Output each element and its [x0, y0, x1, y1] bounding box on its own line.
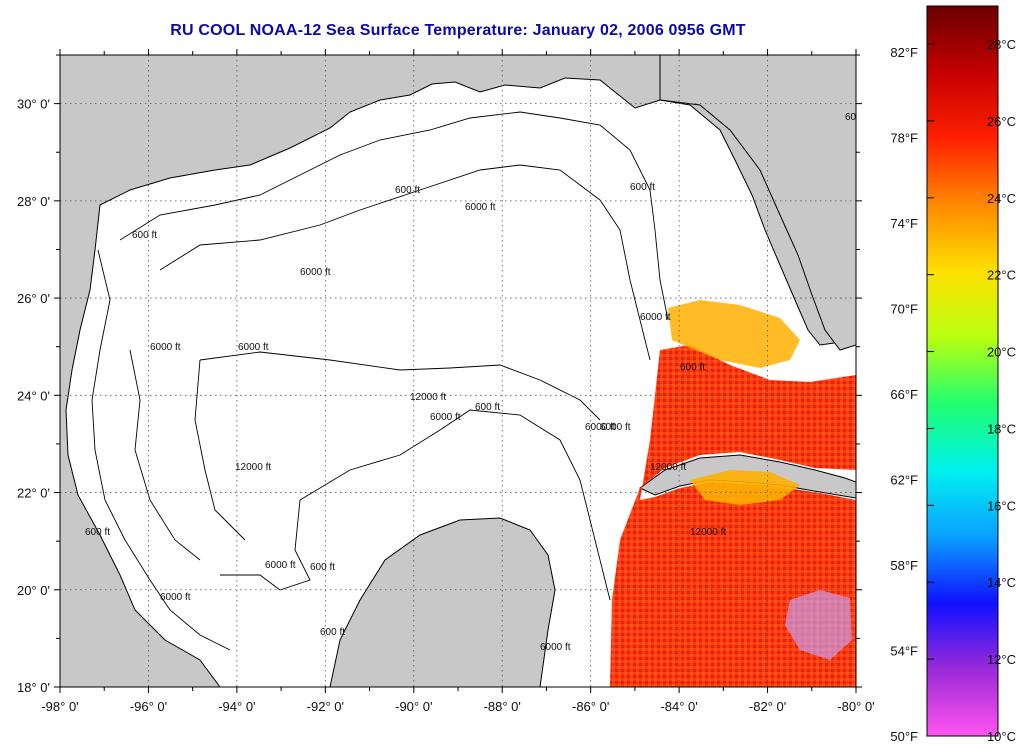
- colorbar-c-label: 22°C: [987, 268, 1016, 283]
- lon-label: -80° 0': [837, 699, 874, 714]
- contour-label: 6000 ft: [430, 412, 461, 423]
- contour-label: 600 ft: [680, 362, 705, 373]
- colorbar-f-label: 70°F: [890, 302, 918, 317]
- lat-label: 30° 0': [17, 97, 50, 112]
- colorbar-c-label: 18°C: [987, 421, 1016, 436]
- colorbar-c-label: 28°C: [987, 37, 1016, 52]
- contour-label: 12000 ft: [235, 462, 271, 473]
- colorbar: [926, 5, 999, 737]
- colorbar-f-label: 54°F: [890, 644, 918, 659]
- lon-label: -88° 0': [484, 699, 521, 714]
- florida-land: [659, 55, 856, 351]
- colorbar-c-label: 16°C: [987, 498, 1016, 513]
- lon-label: -82° 0': [749, 699, 786, 714]
- lon-label: -98° 0': [41, 699, 78, 714]
- contour-label: 600 ft: [320, 627, 345, 638]
- colorbar-f-label: 50°F: [890, 729, 918, 744]
- contour-label: 600 ft: [395, 185, 420, 196]
- contour-label: 600 ft: [132, 230, 157, 241]
- contour-label: 6000 ft: [150, 342, 181, 353]
- contour-label: 6000 ft: [600, 422, 631, 433]
- colorbar-f-label: 78°F: [890, 131, 918, 146]
- contour-label: 600 ft: [85, 527, 110, 538]
- contour-label: 600 ft: [630, 182, 655, 193]
- lat-label: 22° 0': [17, 486, 50, 501]
- contour-label: 6000 ft: [265, 560, 296, 571]
- colorbar-f-label: 74°F: [890, 216, 918, 231]
- yucatan-land: [329, 517, 556, 687]
- depth-contours: [91, 111, 669, 651]
- contour-label: 600 ft: [845, 112, 870, 123]
- colorbar-c-label: 26°C: [987, 114, 1016, 129]
- map-title: RU COOL NOAA-12 Sea Surface Temperature:…: [170, 22, 746, 39]
- contour-label: 6000 ft: [238, 342, 269, 353]
- lon-label: -94° 0': [218, 699, 255, 714]
- contour-label: 6000 ft: [465, 202, 496, 213]
- graticule: [60, 55, 856, 687]
- lon-label: -86° 0': [572, 699, 609, 714]
- lon-label: -92° 0': [307, 699, 344, 714]
- colorbar-f-label: 58°F: [890, 558, 918, 573]
- lat-label: 28° 0': [17, 194, 50, 209]
- contour-label: 12000 ft: [410, 392, 446, 403]
- lat-label: 20° 0': [17, 583, 50, 598]
- colorbar-c-label: 20°C: [987, 345, 1016, 360]
- colorbar-f-label: 82°F: [890, 45, 918, 60]
- colorbar-c-label: 12°C: [987, 652, 1016, 667]
- colorbar-c-label: 24°C: [987, 191, 1016, 206]
- colorbar-labels: 82°F 78°F 74°F 70°F 66°F 62°F 58°F 54°F 50°F 28°C…: [890, 37, 1016, 744]
- colorbar-f-label: 62°F: [890, 473, 918, 488]
- colorbar-c-label: 14°C: [987, 575, 1016, 590]
- lon-label: -90° 0': [395, 699, 432, 714]
- colorbar-c-label: 10°C: [987, 729, 1016, 744]
- colorbar-f-label: 66°F: [890, 387, 918, 402]
- latitude-axis: 30° 0' 28° 0' 26° 0' 24° 0' 22° 0' 20° 0' 18° …: [17, 54, 862, 695]
- longitude-axis: -98° 0' -96° 0' -94° 0' -92° 0' -90° 0' -88° …: [41, 49, 875, 714]
- contour-label: 12000 ft: [690, 527, 726, 538]
- lat-label: 26° 0': [17, 291, 50, 306]
- contour-label: 6000 ft: [640, 312, 671, 323]
- lat-label: 18° 0': [17, 680, 50, 695]
- contour-label: 6000 ft: [160, 592, 191, 603]
- contour-label: 12000 ft: [650, 462, 686, 473]
- sst-yellow-patch: [690, 470, 800, 505]
- contour-label: 6000 ft: [300, 267, 331, 278]
- lon-label: -84° 0': [660, 699, 697, 714]
- contour-label: 600 ft: [310, 562, 335, 573]
- sst-yellow-band: [668, 300, 800, 368]
- contour-label: 600 ft: [475, 402, 500, 413]
- contour-label: 6000 ft: [585, 422, 616, 433]
- cloud-speckle: [785, 590, 852, 660]
- lon-label: -96° 0': [130, 699, 167, 714]
- contour-label: 6000 ft: [540, 642, 571, 653]
- lat-label: 24° 0': [17, 388, 50, 403]
